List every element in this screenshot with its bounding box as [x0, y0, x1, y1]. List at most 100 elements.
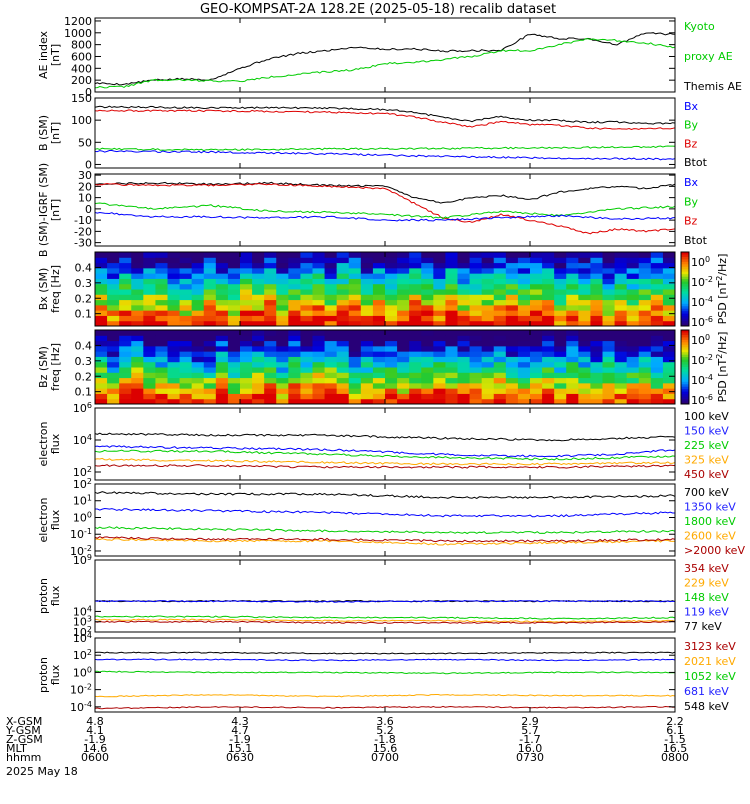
- spectrogram-cell: [602, 273, 616, 279]
- spectrogram-cell: [662, 262, 676, 269]
- spectrogram-cell: [348, 367, 362, 373]
- spectrogram-cell: [662, 252, 676, 258]
- spectrogram-cell: [493, 377, 507, 384]
- spectrogram-cell: [107, 262, 120, 269]
- spectrogram-cell: [324, 320, 338, 327]
- spectrogram-cell: [203, 315, 217, 322]
- spectrogram-cell: [493, 340, 507, 347]
- spectrogram-cell: [95, 304, 108, 311]
- spectrogram-cell: [227, 335, 241, 342]
- spectrogram-cell: [107, 320, 120, 327]
- spectrogram-cell: [252, 267, 265, 274]
- spectrogram-cell: [276, 252, 289, 258]
- y-tick-label: 0.2: [75, 370, 93, 383]
- spectrogram-cell: [324, 356, 338, 363]
- spectrogram-cell: [469, 283, 483, 290]
- spectrogram-cell: [227, 283, 241, 290]
- spectrogram-cell: [602, 388, 616, 394]
- spectrogram-cell: [324, 372, 338, 379]
- spectrogram-cell: [626, 315, 640, 322]
- spectrogram-cell: [155, 283, 168, 290]
- spectrogram-cell: [530, 345, 543, 352]
- spectrogram-cell: [336, 304, 350, 311]
- spectrogram-cell: [372, 320, 386, 327]
- spectrogram-cell: [155, 310, 168, 316]
- spectrogram-cell: [626, 367, 640, 373]
- spectrogram-cell: [167, 393, 181, 400]
- spectrogram-cell: [638, 304, 652, 311]
- spectrogram-cell: [155, 267, 168, 274]
- spectrogram-cell: [493, 289, 507, 295]
- spectrogram-cell: [517, 294, 531, 301]
- spectrogram-cell: [372, 304, 386, 311]
- spectrogram-cell: [505, 377, 519, 384]
- spectrogram-cell: [397, 299, 410, 306]
- spectrogram-cell: [542, 377, 555, 384]
- spectrogram-cell: [590, 367, 603, 373]
- spectrogram-cell: [505, 372, 519, 379]
- colorbar-swatch: [681, 301, 689, 305]
- spectrogram-cell: [240, 320, 253, 327]
- spectrogram-cell: [650, 361, 664, 368]
- spectrogram-cell: [348, 393, 362, 400]
- spectrogram-cell: [179, 278, 193, 285]
- spectrogram-cell: [566, 398, 579, 405]
- spectrogram-cell: [602, 320, 616, 327]
- spectrogram-cell: [300, 345, 313, 352]
- spectrogram-cell: [348, 335, 362, 342]
- spectrogram-cell: [119, 361, 132, 368]
- spectrogram-cell: [433, 252, 446, 258]
- spectrogram-cell: [457, 356, 471, 363]
- spectrogram-cell: [119, 273, 132, 279]
- spectrogram-cell: [191, 377, 205, 384]
- spectrogram-cell: [469, 310, 483, 316]
- spectrogram-cell: [517, 345, 531, 352]
- ephemeris-value: -1.9: [84, 733, 105, 746]
- spectrogram-cell: [227, 304, 241, 311]
- spectrogram-cell: [433, 393, 446, 400]
- spectrogram-cell: [530, 356, 543, 363]
- spectrogram-cell: [578, 345, 591, 352]
- spectrogram-cell: [638, 361, 652, 368]
- spectrogram-cell: [203, 283, 217, 290]
- spectrogram-cell: [252, 340, 265, 347]
- spectrogram-cell: [530, 315, 543, 322]
- spectrogram-cell: [542, 257, 555, 264]
- spectrogram-cell: [252, 304, 265, 311]
- spectrogram-cell: [650, 315, 664, 322]
- spectrogram-cell: [324, 262, 338, 269]
- spectrogram-cell: [481, 299, 495, 306]
- spectrogram-cell: [360, 372, 374, 379]
- spectrogram-cell: [469, 345, 483, 352]
- spectrogram-cell: [505, 382, 519, 389]
- colorbar-swatch: [681, 284, 689, 288]
- spectrogram-cell: [481, 335, 495, 342]
- spectrogram-cell: [457, 289, 471, 295]
- spectrogram-cell: [650, 356, 664, 363]
- spectrogram-cell: [650, 262, 664, 269]
- legend-label: 1350 keV: [684, 501, 736, 514]
- spectrogram-cell: [324, 315, 338, 322]
- spectrogram-cell: [602, 361, 616, 368]
- spectrogram-cell: [336, 289, 350, 295]
- spectrogram-cell: [517, 340, 531, 347]
- colorbar-swatch: [681, 330, 689, 333]
- spectrogram-cell: [530, 377, 543, 384]
- spectrogram-cell: [505, 356, 519, 363]
- colorbar-swatch: [681, 349, 689, 353]
- y-tick-label: 106: [73, 401, 92, 415]
- spectrogram-cell: [276, 361, 289, 368]
- spectrogram-cell: [433, 304, 446, 311]
- spectrogram-cell: [626, 262, 640, 269]
- spectrogram-cell: [155, 351, 168, 357]
- spectrogram-cell: [264, 361, 277, 368]
- legend-label: By: [684, 195, 699, 208]
- spectrogram-cell: [469, 351, 483, 357]
- spectrogram-cell: [227, 299, 241, 306]
- spectrogram-cell: [433, 388, 446, 394]
- spectrogram-cell: [433, 299, 446, 306]
- spectrogram-cell: [179, 340, 193, 347]
- spectrogram-cell: [421, 345, 434, 352]
- spectrogram-cell: [336, 393, 350, 400]
- spectrogram-cell: [119, 299, 132, 306]
